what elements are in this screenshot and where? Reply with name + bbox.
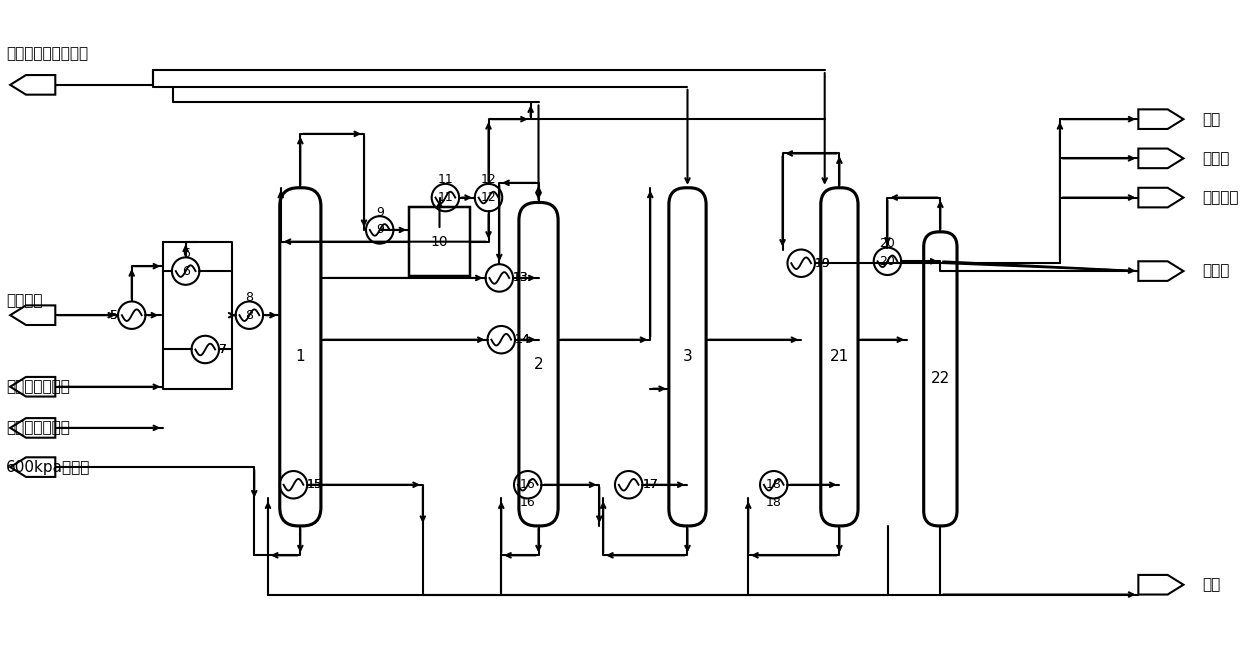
Polygon shape (10, 75, 56, 95)
Polygon shape (1138, 149, 1183, 168)
Text: 脱盐水: 脱盐水 (1202, 151, 1229, 166)
Polygon shape (10, 306, 56, 325)
Text: 19: 19 (815, 257, 831, 270)
Text: 6: 6 (182, 265, 190, 278)
FancyBboxPatch shape (821, 188, 858, 526)
Text: 12: 12 (481, 191, 496, 204)
Text: 2: 2 (533, 357, 543, 372)
Text: 3: 3 (682, 349, 692, 364)
Text: 废热蒸汽: 废热蒸汽 (1202, 190, 1239, 205)
Text: 高压塔甲醇产品: 高压塔甲醇产品 (6, 421, 71, 435)
Text: 600kpa水蒸汽: 600kpa水蒸汽 (6, 459, 91, 474)
Text: 17: 17 (642, 478, 658, 491)
Polygon shape (1138, 575, 1183, 594)
Polygon shape (10, 418, 56, 437)
FancyBboxPatch shape (280, 188, 321, 526)
Text: 14: 14 (515, 333, 531, 346)
Text: 21: 21 (830, 349, 849, 364)
Text: 5: 5 (110, 309, 118, 322)
Text: 11: 11 (438, 191, 454, 204)
Text: 中压塔甲醇产品: 中压塔甲醇产品 (6, 379, 71, 394)
FancyBboxPatch shape (924, 232, 957, 526)
Text: 13: 13 (513, 271, 528, 284)
Text: 12: 12 (481, 173, 496, 186)
Text: 18: 18 (766, 478, 781, 491)
Text: 7: 7 (219, 343, 227, 356)
Text: 15: 15 (308, 478, 322, 491)
FancyBboxPatch shape (668, 188, 706, 526)
Polygon shape (10, 377, 56, 397)
Text: 20: 20 (879, 255, 895, 268)
Text: 14: 14 (515, 333, 531, 346)
Text: 7: 7 (219, 343, 227, 356)
Text: 5: 5 (110, 309, 118, 322)
Text: 16: 16 (520, 478, 536, 491)
Text: 6: 6 (182, 247, 190, 260)
Polygon shape (1138, 110, 1183, 129)
Text: 18: 18 (766, 496, 781, 509)
Text: 原料甲醇: 原料甲醇 (6, 293, 43, 308)
Text: 1: 1 (295, 349, 305, 364)
Text: 低压隔壁塔甲醇产品: 低压隔壁塔甲醇产品 (6, 46, 88, 61)
Text: 10: 10 (430, 235, 449, 249)
Text: 16: 16 (520, 496, 536, 509)
FancyBboxPatch shape (518, 202, 558, 526)
Text: 燃料醇: 燃料醇 (1202, 263, 1229, 278)
Polygon shape (10, 458, 56, 477)
Text: 轻烃: 轻烃 (1202, 112, 1220, 127)
Text: 8: 8 (246, 291, 253, 304)
Text: 11: 11 (438, 173, 454, 186)
Text: 9: 9 (376, 223, 383, 236)
Text: 8: 8 (246, 309, 253, 322)
Bar (409, 208, 470, 276)
Text: 13: 13 (513, 271, 528, 284)
Polygon shape (1138, 188, 1183, 208)
Polygon shape (1138, 262, 1183, 281)
Text: 15: 15 (308, 478, 322, 491)
Text: 9: 9 (376, 206, 383, 219)
Text: 废水: 废水 (1202, 577, 1220, 593)
Text: 22: 22 (931, 371, 950, 386)
Text: 19: 19 (815, 257, 831, 270)
Text: 20: 20 (879, 237, 895, 250)
Text: 17: 17 (642, 478, 658, 491)
